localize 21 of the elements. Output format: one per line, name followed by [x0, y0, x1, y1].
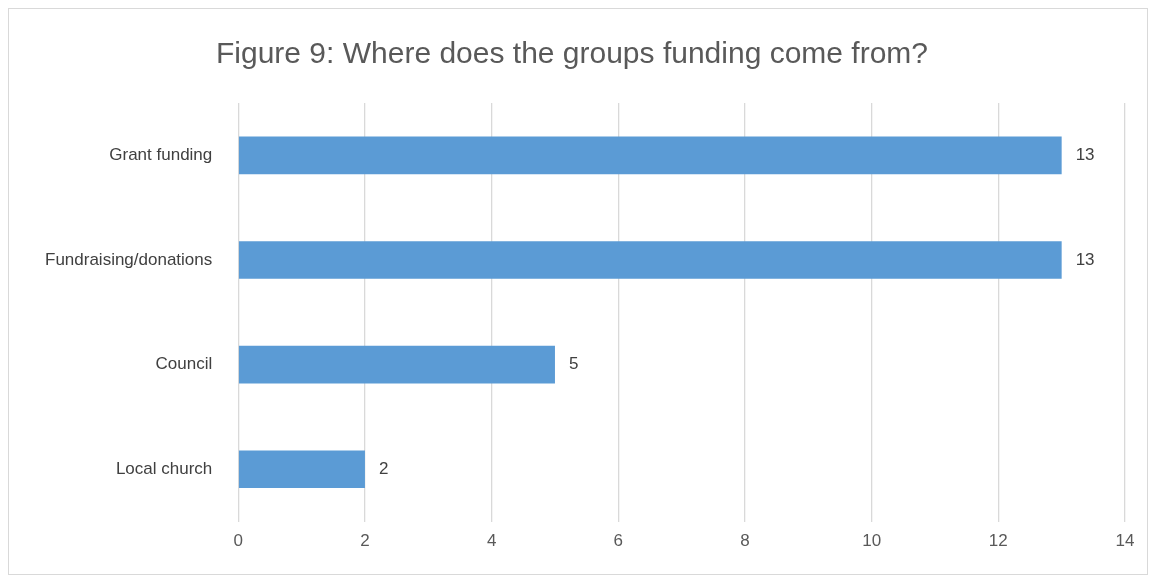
bar — [238, 241, 1062, 279]
x-tick-label: 6 — [613, 531, 624, 551]
y-tick-label: Council — [155, 354, 213, 374]
bar — [238, 345, 555, 384]
x-tick-label: 8 — [740, 531, 750, 551]
x-tick-label: 14 — [1115, 531, 1135, 551]
y-tick-label: Local church — [115, 458, 213, 478]
y-tick-label: Grant funding — [109, 145, 213, 165]
x-tick-label: 12 — [988, 531, 1008, 551]
x-tick-label: 10 — [862, 531, 882, 551]
data-label: 13 — [1075, 145, 1095, 165]
chart-title: Figure 9: Where does the groups funding come from? — [215, 36, 929, 70]
y-tick-label: Fundraising/donations — [45, 249, 213, 269]
bar — [238, 450, 365, 489]
x-tick-label: 2 — [360, 531, 370, 551]
x-tick-label: 4 — [486, 531, 497, 551]
data-label: 13 — [1075, 249, 1095, 269]
data-label: 2 — [378, 458, 389, 478]
data-label: 5 — [568, 354, 579, 374]
bar — [238, 136, 1062, 175]
x-tick-label: 0 — [233, 531, 244, 551]
